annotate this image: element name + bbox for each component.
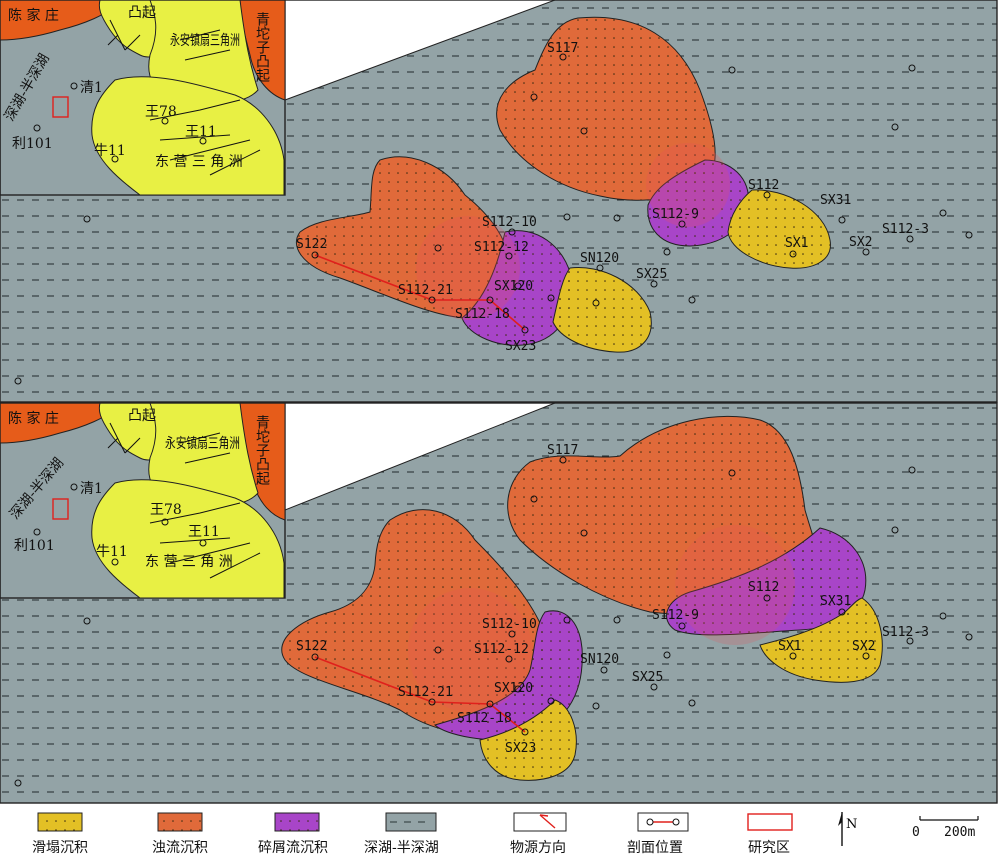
label-yongan: 永安镇扇三角洲 (170, 33, 240, 49)
legend-slump-label: 滑塌沉积 (32, 839, 88, 856)
well-label-sx31: SX31 (820, 193, 851, 208)
well-label-s112-3: S112-3 (882, 222, 929, 237)
well-label-sx120: SX120 (494, 279, 533, 294)
label-qingtuozi: 青坨子凸起 (254, 415, 270, 485)
well-label-s117: S117 (547, 443, 578, 458)
legend-debris-label: 碎屑流沉积 (258, 840, 328, 856)
well-label-sx23: SX23 (505, 741, 536, 756)
label-wang78: 王78 (145, 104, 177, 120)
label-qing1: 清1 (80, 80, 103, 96)
section-line (314, 254, 526, 331)
legend-lake-label: 深湖-半深湖 (364, 840, 439, 856)
well-label-s112-12: S112-12 (474, 642, 529, 657)
well-label-s112: S112 (748, 178, 779, 193)
well-label-s117: S117 (547, 41, 578, 56)
label-li101: 利101 (14, 538, 55, 554)
scale-zero: 0 (912, 825, 920, 840)
well-label-s112-18: S112-18 (455, 307, 510, 322)
label-wang78: 王78 (150, 502, 182, 518)
label-qing1: 清1 (80, 481, 103, 497)
inset-map-bottom: 陈 家 庄 凸起 永安镇扇三角洲 青坨子凸起 深湖-半深湖 清1 王78 王11… (0, 402, 286, 599)
well-label-sx2: SX2 (852, 639, 875, 654)
legend-turbidite: 浊流沉积 (152, 812, 208, 856)
scale-bar: 0 200m (912, 816, 979, 840)
well-label-sx1: SX1 (778, 639, 801, 654)
well-label-sx31: SX31 (820, 594, 851, 609)
label-tuqi: 凸起 (128, 408, 156, 424)
well-label-s112-10: S112-10 (482, 215, 537, 230)
well-label-s112: S112 (748, 580, 779, 595)
label-niu11: 牛11 (96, 544, 128, 560)
label-li101: 利101 (12, 136, 53, 152)
well-label-s112-12: S112-12 (474, 240, 529, 255)
well-label-s122: S122 (296, 237, 327, 252)
north-arrow-icon: N (838, 812, 857, 846)
legend-debris: 碎屑流沉积 (258, 812, 328, 856)
legend-source-direction: 物源方向 (510, 812, 567, 856)
well-label-sx2: SX2 (849, 235, 872, 250)
label-tuqi: 凸起 (128, 5, 156, 21)
label-wang11: 王11 (185, 124, 217, 140)
well-label-sx25: SX25 (632, 670, 663, 685)
legend-lake: 深湖-半深湖 (364, 812, 439, 856)
legend-slump: 滑塌沉积 (32, 812, 88, 856)
legend-turbidite-label: 浊流沉积 (152, 840, 208, 856)
study-area-box (52, 96, 69, 118)
well-label-sx120: SX120 (494, 681, 533, 696)
well-label-sn120: SN120 (580, 251, 619, 266)
well-label-s112-3: S112-3 (882, 625, 929, 640)
study-area-box (52, 498, 69, 520)
legend-study-area-label: 研究区 (748, 840, 790, 856)
inset-map-top: 陈 家 庄 凸起 永安镇扇三角洲 青坨子凸起 深湖-半深湖 清1 王78 王11… (0, 0, 286, 196)
legend-section: 剖面位置 (627, 812, 689, 856)
label-yongan: 永安镇扇三角洲 (165, 436, 240, 452)
label-chenjiazhuang: 陈 家 庄 (8, 7, 59, 24)
scale-value: 200m (944, 825, 975, 840)
well-label-s112-10: S112-10 (482, 617, 537, 632)
legend-study-area: 研究区 (747, 813, 793, 856)
legend: 滑塌沉积 浊流沉积 碎屑流沉积 深湖-半深湖 物源方向 (32, 812, 979, 856)
well-label-s112-21: S112-21 (398, 685, 453, 700)
well-label-s112-9: S112-9 (652, 207, 699, 222)
well-label-sn120: SN120 (580, 652, 619, 667)
label-dongying: 东 营 三 角 洲 (155, 154, 243, 170)
well-label-sx25: SX25 (636, 267, 667, 282)
well-label-s112-9: S112-9 (652, 608, 699, 623)
well-label-s112-21: S112-21 (398, 283, 453, 298)
label-niu11: 牛11 (94, 143, 126, 159)
label-wang11: 王11 (188, 524, 220, 540)
well-label-s122: S122 (296, 639, 327, 654)
section-line (314, 656, 526, 733)
well-label-s112-18: S112-18 (457, 711, 512, 726)
bottom-panel: S117 S112 SX31 S112-9 SX1 SX2 S112-3 S11… (0, 402, 998, 804)
legend-section-label: 剖面位置 (627, 840, 683, 856)
label-dongying: 东 营 三 角 洲 (145, 554, 233, 570)
legend-source-label: 物源方向 (510, 840, 566, 856)
label-qingtuozi: 青坨子凸起 (254, 12, 270, 82)
top-panel: S117 S112 SX31 S112-9 SX1 SX2 S112-3 S11… (0, 0, 998, 403)
north-label: N (846, 817, 857, 832)
well-label-sx1: SX1 (785, 236, 808, 251)
label-chenjiazhuang: 陈 家 庄 (8, 410, 59, 427)
well-label-sx23: SX23 (505, 339, 536, 354)
